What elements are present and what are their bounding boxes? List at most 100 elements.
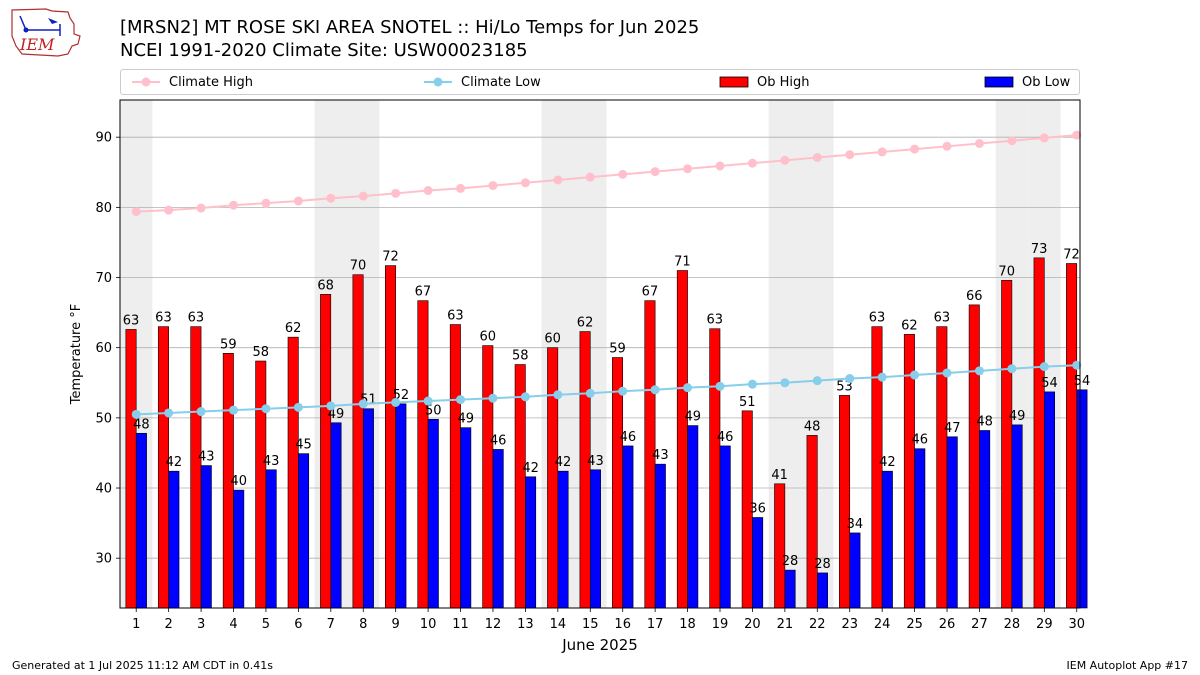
iem-logo: IEM xyxy=(11,8,81,57)
ob-low-value-label: 45 xyxy=(295,438,312,453)
climate-high-point xyxy=(391,188,401,198)
y-tick-label: 30 xyxy=(95,552,112,567)
ob-high-bar xyxy=(352,274,364,609)
climate-high-point xyxy=(715,161,725,171)
ob-high-bar xyxy=(1033,257,1045,609)
x-tick-label: 13 xyxy=(517,617,534,632)
ob-high-value-label: 59 xyxy=(609,342,626,357)
ob-low-bar xyxy=(1011,424,1023,609)
ob-high-bar xyxy=(514,364,526,609)
ob-low-bar xyxy=(427,418,439,609)
climate-low-point xyxy=(585,388,595,398)
legend-ob-low-label: Ob Low xyxy=(1022,74,1071,90)
ob-high-value-label: 68 xyxy=(317,278,334,293)
climate-low-point xyxy=(812,376,822,386)
ob-low-bar xyxy=(557,470,569,609)
x-tick-label: 23 xyxy=(841,617,858,632)
ob-high-value-label: 67 xyxy=(642,285,659,300)
ob-high-value-label: 73 xyxy=(1031,242,1048,257)
ob-high-value-label: 53 xyxy=(836,379,853,394)
ob-high-bar xyxy=(1001,280,1013,609)
ob-high-bar xyxy=(968,304,980,609)
ob-high-value-label: 60 xyxy=(480,330,497,345)
climate-high-point xyxy=(488,181,498,191)
ob-high-bar xyxy=(709,328,721,609)
x-tick-label: 3 xyxy=(197,617,205,632)
ob-low-bar xyxy=(395,403,407,609)
ob-low-bar xyxy=(914,448,926,609)
climate-low-point xyxy=(715,381,725,391)
ob-low-bar xyxy=(1076,389,1088,609)
y-tick-label: 70 xyxy=(95,271,112,286)
climate-high-point xyxy=(1039,133,1049,143)
climate-high-point xyxy=(553,175,563,185)
climate-high-line xyxy=(136,134,1077,213)
x-tick-label: 5 xyxy=(262,617,270,632)
ob-high-bar xyxy=(806,435,818,609)
legend-ob-high: Ob High xyxy=(719,70,810,94)
climate-high-point xyxy=(423,186,433,196)
ob-high-value-label: 63 xyxy=(934,311,951,326)
ob-high-value-label: 48 xyxy=(804,419,821,434)
x-tick-label: 4 xyxy=(229,617,237,632)
ob-high-value-label: 59 xyxy=(220,337,237,352)
y-tick-label: 80 xyxy=(95,201,112,216)
climate-high-point xyxy=(293,196,303,206)
climate-low-point xyxy=(618,386,628,396)
ob-low-value-label: 49 xyxy=(684,410,701,425)
climate-low-point xyxy=(942,368,952,378)
climate-high-point xyxy=(780,155,790,165)
climate-high-point xyxy=(650,167,660,177)
ob-high-value-label: 63 xyxy=(188,311,205,326)
climate-high-point xyxy=(683,164,693,174)
legend-climate-low: Climate Low xyxy=(423,70,541,94)
climate-low-point xyxy=(650,385,660,395)
ob-high-value-label: 62 xyxy=(901,318,918,333)
ob-low-value-label: 28 xyxy=(782,554,799,569)
ob-low-value-label: 50 xyxy=(425,403,442,418)
climate-low-point xyxy=(780,378,790,388)
ob-low-value-label: 42 xyxy=(522,461,539,476)
climate-high-point xyxy=(261,198,271,208)
x-tick-label: 25 xyxy=(906,617,923,632)
ob-low-value-label: 46 xyxy=(620,430,637,445)
ob-low-bar xyxy=(979,430,991,609)
climate-low-point xyxy=(877,372,887,382)
ob-high-value-label: 71 xyxy=(674,255,691,270)
ob-low-value-label: 43 xyxy=(587,454,604,469)
ob-high-value-label: 72 xyxy=(1063,247,1080,262)
ob-low-bar xyxy=(654,463,666,609)
climate-low-point xyxy=(423,396,433,406)
ob-high-bar xyxy=(417,300,429,609)
y-tick-label: 90 xyxy=(95,131,112,146)
ob-low-value-label: 48 xyxy=(976,414,993,429)
climate-low-point xyxy=(520,392,530,402)
y-tick-label: 40 xyxy=(95,482,112,497)
ob-low-value-label: 49 xyxy=(328,407,345,422)
ob-low-bar xyxy=(362,408,374,609)
ob-high-bar xyxy=(320,294,332,609)
climate-high-point xyxy=(1072,130,1082,140)
climate-high-point xyxy=(910,144,920,154)
chart-legend: Climate High Climate Low Ob High Ob Low xyxy=(120,69,1080,95)
ob-high-value-label: 51 xyxy=(739,395,756,410)
ob-high-value-label: 63 xyxy=(447,309,464,324)
x-tick-label: 30 xyxy=(1068,617,1085,632)
ob-low-value-label: 43 xyxy=(198,450,215,465)
climate-high-point xyxy=(812,153,822,163)
climate-low-point xyxy=(164,408,174,418)
ob-low-bar xyxy=(330,422,342,609)
ob-low-value-label: 54 xyxy=(1041,376,1058,391)
app-credit: IEM Autoplot App #17 xyxy=(1066,659,1189,672)
x-tick-label: 1 xyxy=(132,617,140,632)
ob-low-bar xyxy=(265,469,277,609)
x-tick-label: 16 xyxy=(614,617,631,632)
ob-low-value-label: 48 xyxy=(133,417,150,432)
ob-high-bar xyxy=(676,270,688,609)
x-tick-label: 26 xyxy=(939,617,956,632)
ob-high-bar xyxy=(774,483,786,609)
ob-high-bar xyxy=(1066,263,1078,609)
ob-high-bar xyxy=(125,329,137,609)
x-tick-label: 21 xyxy=(777,617,794,632)
climate-low-point xyxy=(326,401,336,411)
